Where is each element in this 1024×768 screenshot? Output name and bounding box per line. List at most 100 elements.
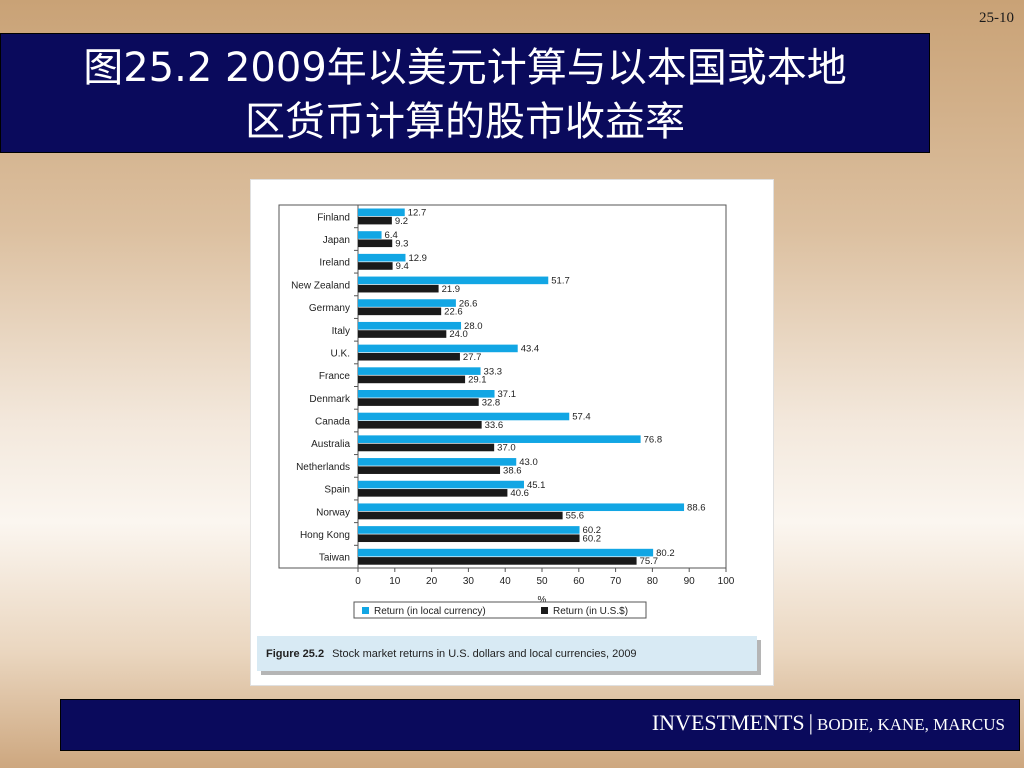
- x-tick-label: 30: [463, 576, 475, 587]
- bar-value-label: 6.4: [385, 230, 398, 241]
- footer-authors: BODIE, KANE, MARCUS: [817, 715, 1005, 734]
- category-label-japan: Japan: [323, 235, 350, 246]
- bar-usd: [358, 420, 482, 429]
- bar-value-label: 22.6: [444, 307, 463, 318]
- footer-band: INVESTMENTS | BODIE, KANE, MARCUS: [60, 699, 1020, 751]
- bar-value-label: 60.2: [583, 533, 602, 544]
- legend-swatch-local: [362, 607, 369, 614]
- bar-value-label: 33.6: [485, 420, 504, 431]
- bar-chart: Finland 12.79.2 Japan 6.49.3 Ireland 12.99.4 N…: [278, 204, 735, 619]
- slide-title-line-1: 图25.2 2009年以美元计算与以本国或本地: [83, 45, 847, 91]
- x-tick-label: 0: [355, 576, 361, 587]
- legend-label-usd: Return (in U.S.$): [553, 606, 628, 617]
- bar-value-label: 51.7: [551, 276, 570, 287]
- x-axis-label: %: [538, 595, 547, 606]
- bar-value-label: 9.2: [395, 216, 408, 227]
- plot-frame: [278, 204, 727, 569]
- figure-caption-number: Figure 25.2: [266, 647, 325, 660]
- bar-value-label: 55.6: [566, 511, 585, 522]
- bar-local: [358, 208, 405, 217]
- footer-separator: |: [808, 710, 814, 735]
- bar-local: [358, 412, 570, 421]
- bar-value-label: 33.3: [484, 366, 503, 377]
- caption-shadow-bottom: [261, 671, 761, 675]
- x-tick-label: 40: [500, 576, 512, 587]
- bar-value-label: 12.7: [408, 208, 427, 219]
- category-label-italy: Italy: [332, 326, 350, 337]
- bar-local: [358, 321, 462, 330]
- bar-local: [358, 299, 456, 307]
- category-label-taiwan: Taiwan: [319, 553, 350, 564]
- bar-local: [358, 548, 654, 557]
- x-tick-label: 90: [684, 576, 696, 587]
- category-label-u-k-: U.K.: [331, 348, 350, 359]
- bar-usd: [358, 466, 501, 474]
- bar-value-label: 24.0: [449, 329, 468, 340]
- figure-caption: Figure 25.2 Stock market returns in U.S.…: [257, 636, 757, 671]
- bar-usd: [358, 375, 466, 384]
- category-label-australia: Australia: [311, 439, 350, 450]
- bar-local: [358, 276, 549, 285]
- x-tick-label: 20: [426, 576, 438, 587]
- bar-value-label: 28.0: [464, 321, 483, 332]
- caption-shadow: [757, 640, 761, 674]
- bar-value-label: 80.2: [656, 548, 675, 559]
- bar-value-label: 37.1: [498, 389, 517, 400]
- bar-usd: [358, 262, 393, 270]
- bar-usd: [358, 489, 508, 497]
- bar-usd: [358, 307, 442, 316]
- category-label-netherlands: Netherlands: [296, 462, 350, 473]
- bar-value-label: 37.0: [497, 443, 516, 454]
- bar-value-label: 57.4: [572, 412, 591, 423]
- bar-usd: [358, 534, 580, 543]
- bar-local: [358, 253, 406, 262]
- category-label-france: France: [319, 371, 351, 382]
- legend-swatch-usd: [541, 607, 548, 614]
- slide-number: 25-10: [979, 10, 1014, 26]
- bar-usd: [358, 398, 479, 406]
- bar-usd: [358, 443, 495, 452]
- category-label-ireland: Ireland: [319, 258, 350, 269]
- category-label-norway: Norway: [316, 507, 350, 518]
- slide-title: 图25.2 2009年以美元计算与以本国或本地 区货币计算的股市收益率: [0, 33, 930, 153]
- bar-value-label: 76.8: [644, 434, 663, 445]
- legend-box: [353, 601, 647, 619]
- bar-value-label: 88.6: [687, 502, 706, 513]
- figure-frame: Finland 12.7 9.2 Japan 6.4 9.3 Ireland 12.9 9.4 N…: [250, 179, 774, 686]
- bar-usd: [358, 216, 392, 225]
- bar-local: [358, 435, 641, 443]
- category-label-spain: Spain: [324, 485, 350, 496]
- category-label-hong-kong: Hong Kong: [300, 530, 350, 541]
- bar-value-label: 40.6: [510, 488, 528, 499]
- category-label-denmark: Denmark: [309, 394, 351, 405]
- figure-caption-text: Stock market returns in U.S. dollars and…: [332, 647, 637, 660]
- x-tick-label: 100: [718, 576, 735, 587]
- bar-local: [358, 526, 580, 534]
- bar-value-label: 60.2: [583, 525, 602, 536]
- bar-usd: [358, 239, 393, 248]
- x-tick-label: 50: [536, 576, 548, 587]
- bar-value-label: 45.1: [527, 480, 546, 491]
- bar-local: [358, 503, 685, 512]
- bar-value-label: 38.6: [503, 465, 521, 476]
- legend-label-local: Return (in local currency): [374, 606, 486, 617]
- bar-local: [358, 458, 517, 466]
- category-label-finland: Finland: [317, 212, 350, 223]
- bar-value-label: 43.4: [521, 344, 540, 355]
- bar-value-label: 75.7: [640, 556, 659, 567]
- bar-usd: [358, 330, 447, 338]
- bar-usd: [358, 511, 563, 520]
- x-tick-label: 60: [573, 576, 585, 587]
- bar-value-label: 21.9: [442, 284, 461, 295]
- footer-brand: INVESTMENTS: [651, 710, 805, 735]
- category-label-germany: Germany: [309, 303, 350, 314]
- bar-value-label: 32.8: [482, 397, 501, 408]
- bar-value-label: 12.9: [408, 253, 427, 264]
- bar-local: [358, 231, 382, 239]
- bar-value-label: 43.0: [519, 457, 538, 468]
- x-tick-label: 80: [647, 576, 659, 587]
- bar-value-label: 27.7: [463, 352, 482, 363]
- bar-value-label: 9.3: [395, 238, 408, 249]
- category-label-canada: Canada: [315, 417, 350, 428]
- bar-value-label: 9.4: [396, 261, 409, 272]
